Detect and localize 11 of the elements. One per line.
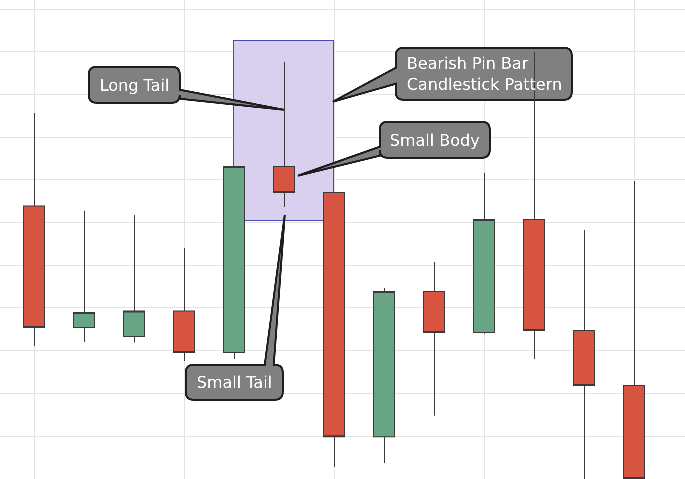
candlestick <box>224 166 246 360</box>
annotation: Small Body <box>390 131 480 150</box>
candlestick <box>574 230 596 479</box>
candlestick <box>274 61 296 208</box>
candlestick <box>174 248 196 362</box>
candlestick <box>424 262 446 416</box>
annotation: Long Tail <box>100 76 170 95</box>
candlestick <box>124 214 146 344</box>
candlestick <box>74 210 96 342</box>
candlestick <box>374 288 396 464</box>
annotation: Small Tail <box>197 373 272 392</box>
